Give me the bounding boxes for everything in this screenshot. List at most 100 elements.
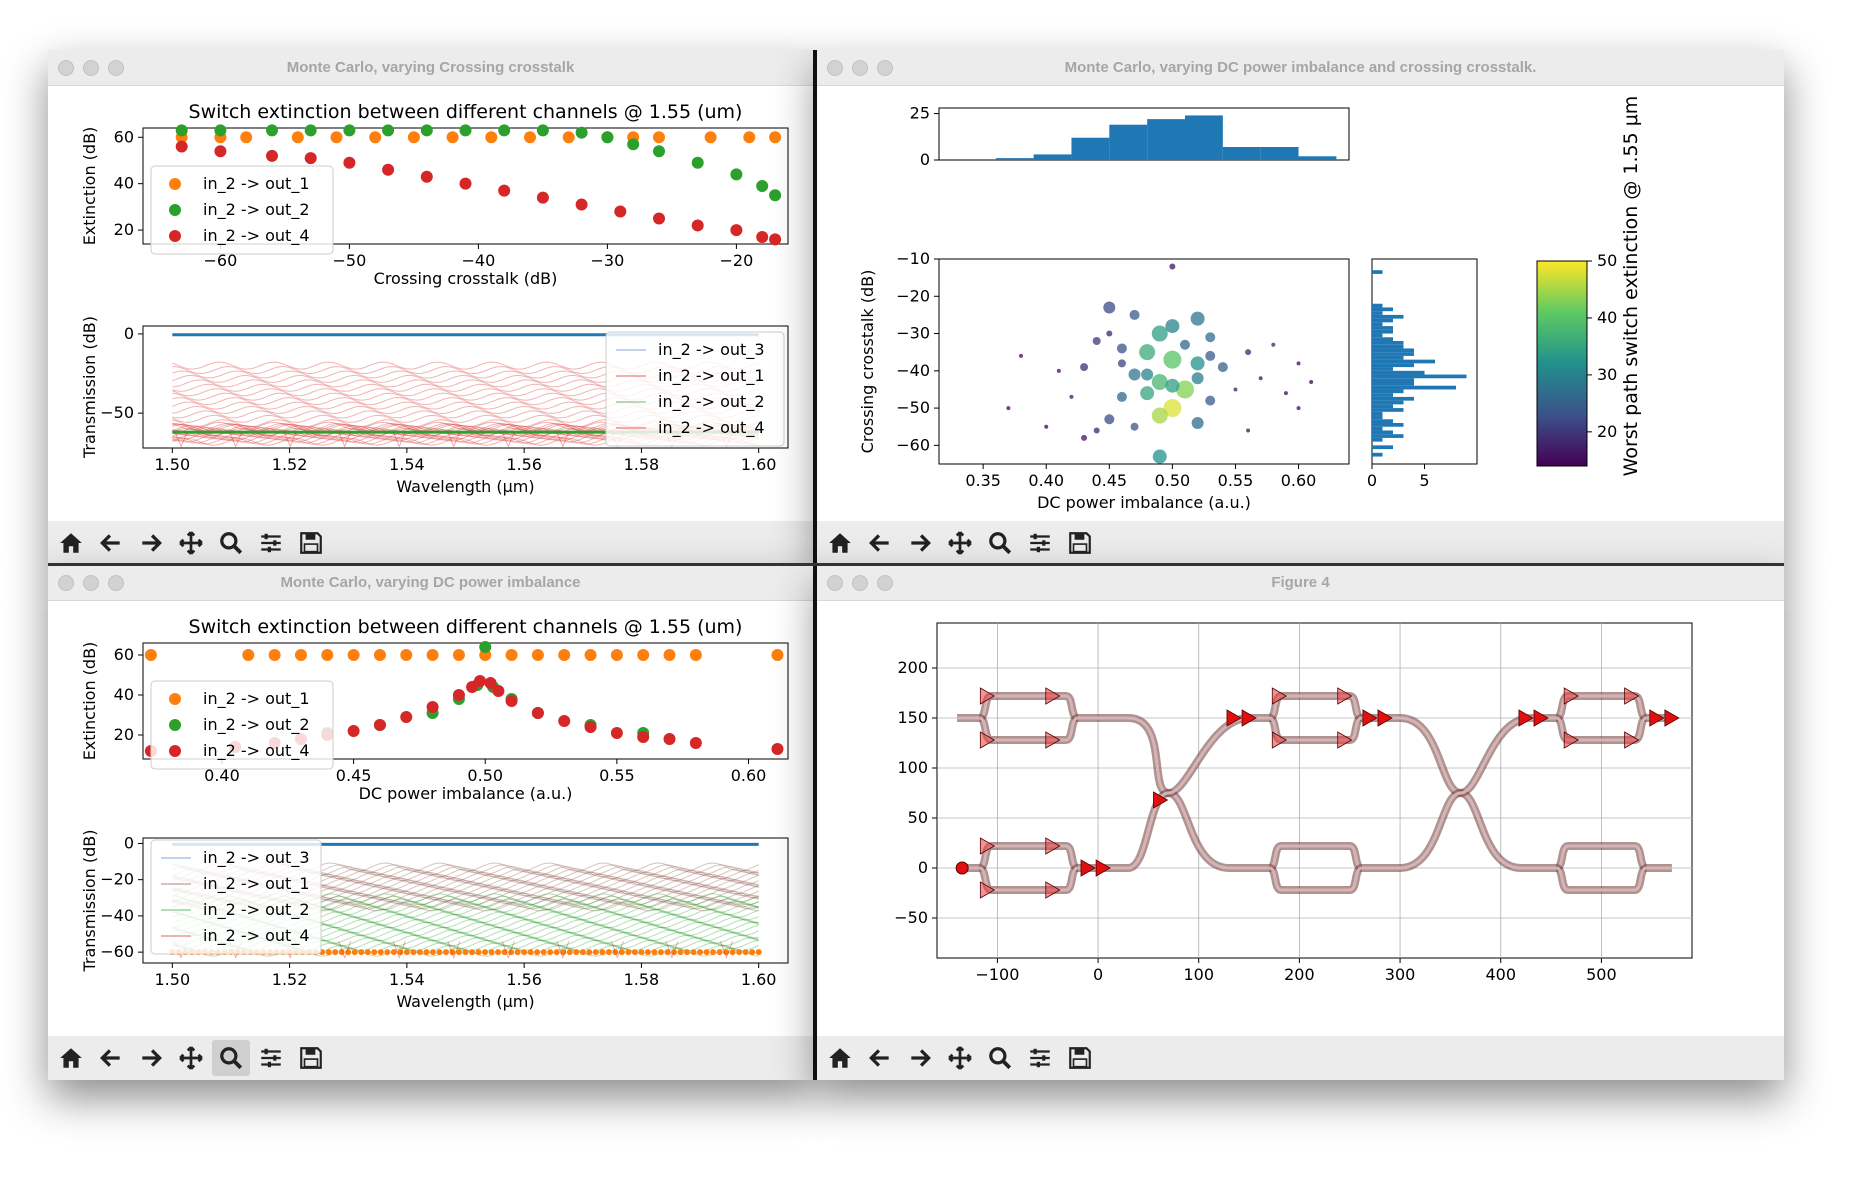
data-point — [690, 949, 697, 956]
back-button[interactable] — [92, 1040, 130, 1076]
data-point — [716, 949, 723, 956]
legend-label: in_2 -> out_1 — [203, 174, 310, 194]
data-point — [485, 131, 498, 144]
close-button[interactable] — [827, 59, 843, 76]
figure-dc-imbalance[interactable]: 0.40 0.45 0.50 0.55 0.60 20 40 60 DC power imbal… — [48, 601, 813, 1036]
data-point — [407, 131, 420, 144]
legend-marker — [169, 178, 181, 190]
data-point — [373, 719, 386, 731]
minimize-button[interactable] — [852, 59, 868, 76]
data-point — [736, 949, 743, 956]
close-button[interactable] — [58, 574, 74, 591]
data-point — [536, 191, 549, 204]
histogram-bar — [1372, 329, 1393, 334]
configure-subplots-button[interactable] — [1021, 525, 1059, 561]
x-tick-label: 1.54 — [389, 455, 425, 474]
histogram-bar — [1372, 341, 1404, 345]
data-point — [266, 149, 278, 162]
close-button[interactable] — [58, 59, 74, 76]
zoom-button[interactable] — [212, 1040, 250, 1076]
home-button[interactable] — [52, 525, 90, 561]
resonance-dip — [447, 431, 461, 448]
data-point — [534, 949, 541, 956]
configure-subplots-button[interactable] — [1021, 1040, 1059, 1076]
zoom-button[interactable] — [877, 574, 893, 591]
pan-button[interactable] — [172, 525, 210, 561]
back-arrow-icon — [869, 534, 889, 552]
zoom-button[interactable] — [108, 59, 124, 76]
legend: in_2 -> out_1 in_2 -> out_2 in_2 -> out_4 — [150, 680, 334, 770]
waveguide-core — [1555, 716, 1648, 742]
zoom-button[interactable] — [108, 574, 124, 591]
legend: in_2 -> out_3 in_2 -> out_1 in_2 -> out_2i… — [150, 839, 322, 955]
title-bar[interactable]: Monte Carlo, varying DC power imbalance — [48, 565, 813, 601]
zoom-button[interactable] — [981, 525, 1019, 561]
colorbar-tick-label: 20 — [1597, 422, 1617, 441]
forward-button[interactable] — [901, 1040, 939, 1076]
forward-button[interactable] — [132, 525, 170, 561]
figure-dc-imbalance-and-crosstalk[interactable]: 0.35 0.40 0.45 0.50 0.55 0.60 −10 −20 −30 −40 −50 −… — [817, 86, 1784, 521]
data-point — [575, 198, 588, 211]
configure-subplots-icon — [261, 533, 281, 553]
data-point — [691, 219, 704, 232]
back-button[interactable] — [92, 525, 130, 561]
waveguide-core — [1555, 694, 1648, 720]
figure-crossing-crosstalk[interactable]: −60 −50 −40 −30 −20 20 40 60 Crossing crosstalk … — [48, 86, 813, 521]
data-point — [653, 131, 665, 144]
pan-button[interactable] — [172, 1040, 210, 1076]
zoom-button[interactable] — [212, 525, 250, 561]
minimize-button[interactable] — [852, 574, 868, 591]
port-marker — [1563, 731, 1580, 749]
data-point — [462, 949, 469, 956]
histogram-bar — [1372, 307, 1393, 312]
data-point — [175, 124, 188, 137]
waveguide-core — [1361, 716, 1557, 870]
port-marker — [1271, 687, 1288, 705]
port-marker — [1664, 709, 1680, 727]
data-point — [397, 949, 404, 956]
back-button[interactable] — [861, 1040, 899, 1076]
resonance-dip — [283, 431, 297, 448]
save-button[interactable] — [292, 525, 330, 561]
data-point — [592, 949, 599, 956]
pan-button[interactable] — [941, 525, 979, 561]
title-bar[interactable]: Figure 4 — [817, 565, 1784, 601]
save-button[interactable] — [292, 1040, 330, 1076]
data-point — [684, 949, 691, 956]
configure-subplots-button[interactable] — [252, 525, 290, 561]
back-button[interactable] — [861, 525, 899, 561]
minimize-button[interactable] — [83, 59, 99, 76]
zoom-button[interactable] — [981, 1040, 1019, 1076]
legend-marker — [169, 693, 181, 705]
home-button[interactable] — [52, 1040, 90, 1076]
data-point — [304, 152, 317, 165]
y-axis-label: Extinction (dB) — [80, 127, 99, 246]
close-button[interactable] — [827, 574, 843, 591]
pan-button[interactable] — [941, 1040, 979, 1076]
save-button[interactable] — [1061, 525, 1099, 561]
data-point — [1217, 362, 1228, 373]
home-button[interactable] — [821, 1040, 859, 1076]
data-point — [390, 949, 397, 956]
zoom-button[interactable] — [877, 59, 893, 76]
configure-subplots-button[interactable] — [252, 1040, 290, 1076]
waveguide-core — [1268, 844, 1363, 870]
data-point — [769, 189, 782, 202]
x-tick-label: 0.45 — [1091, 471, 1127, 490]
colorbar-tick-label: 50 — [1597, 251, 1617, 270]
title-bar[interactable]: Monte Carlo, varying DC power imbalance … — [817, 50, 1784, 86]
histogram-bar — [1372, 400, 1404, 405]
port-marker — [979, 881, 996, 899]
data-point — [1019, 353, 1023, 358]
minimize-button[interactable] — [83, 574, 99, 591]
forward-button[interactable] — [132, 1040, 170, 1076]
save-button[interactable] — [1061, 1040, 1099, 1076]
title-bar[interactable]: Monte Carlo, varying Crossing crosstalk — [48, 50, 813, 86]
data-point — [416, 949, 423, 956]
x-tick-label: 0 — [1367, 471, 1377, 490]
port-marker — [1518, 709, 1534, 727]
forward-button[interactable] — [901, 525, 939, 561]
legend-label: in_2 -> out_1 — [203, 874, 310, 894]
home-button[interactable] — [821, 525, 859, 561]
